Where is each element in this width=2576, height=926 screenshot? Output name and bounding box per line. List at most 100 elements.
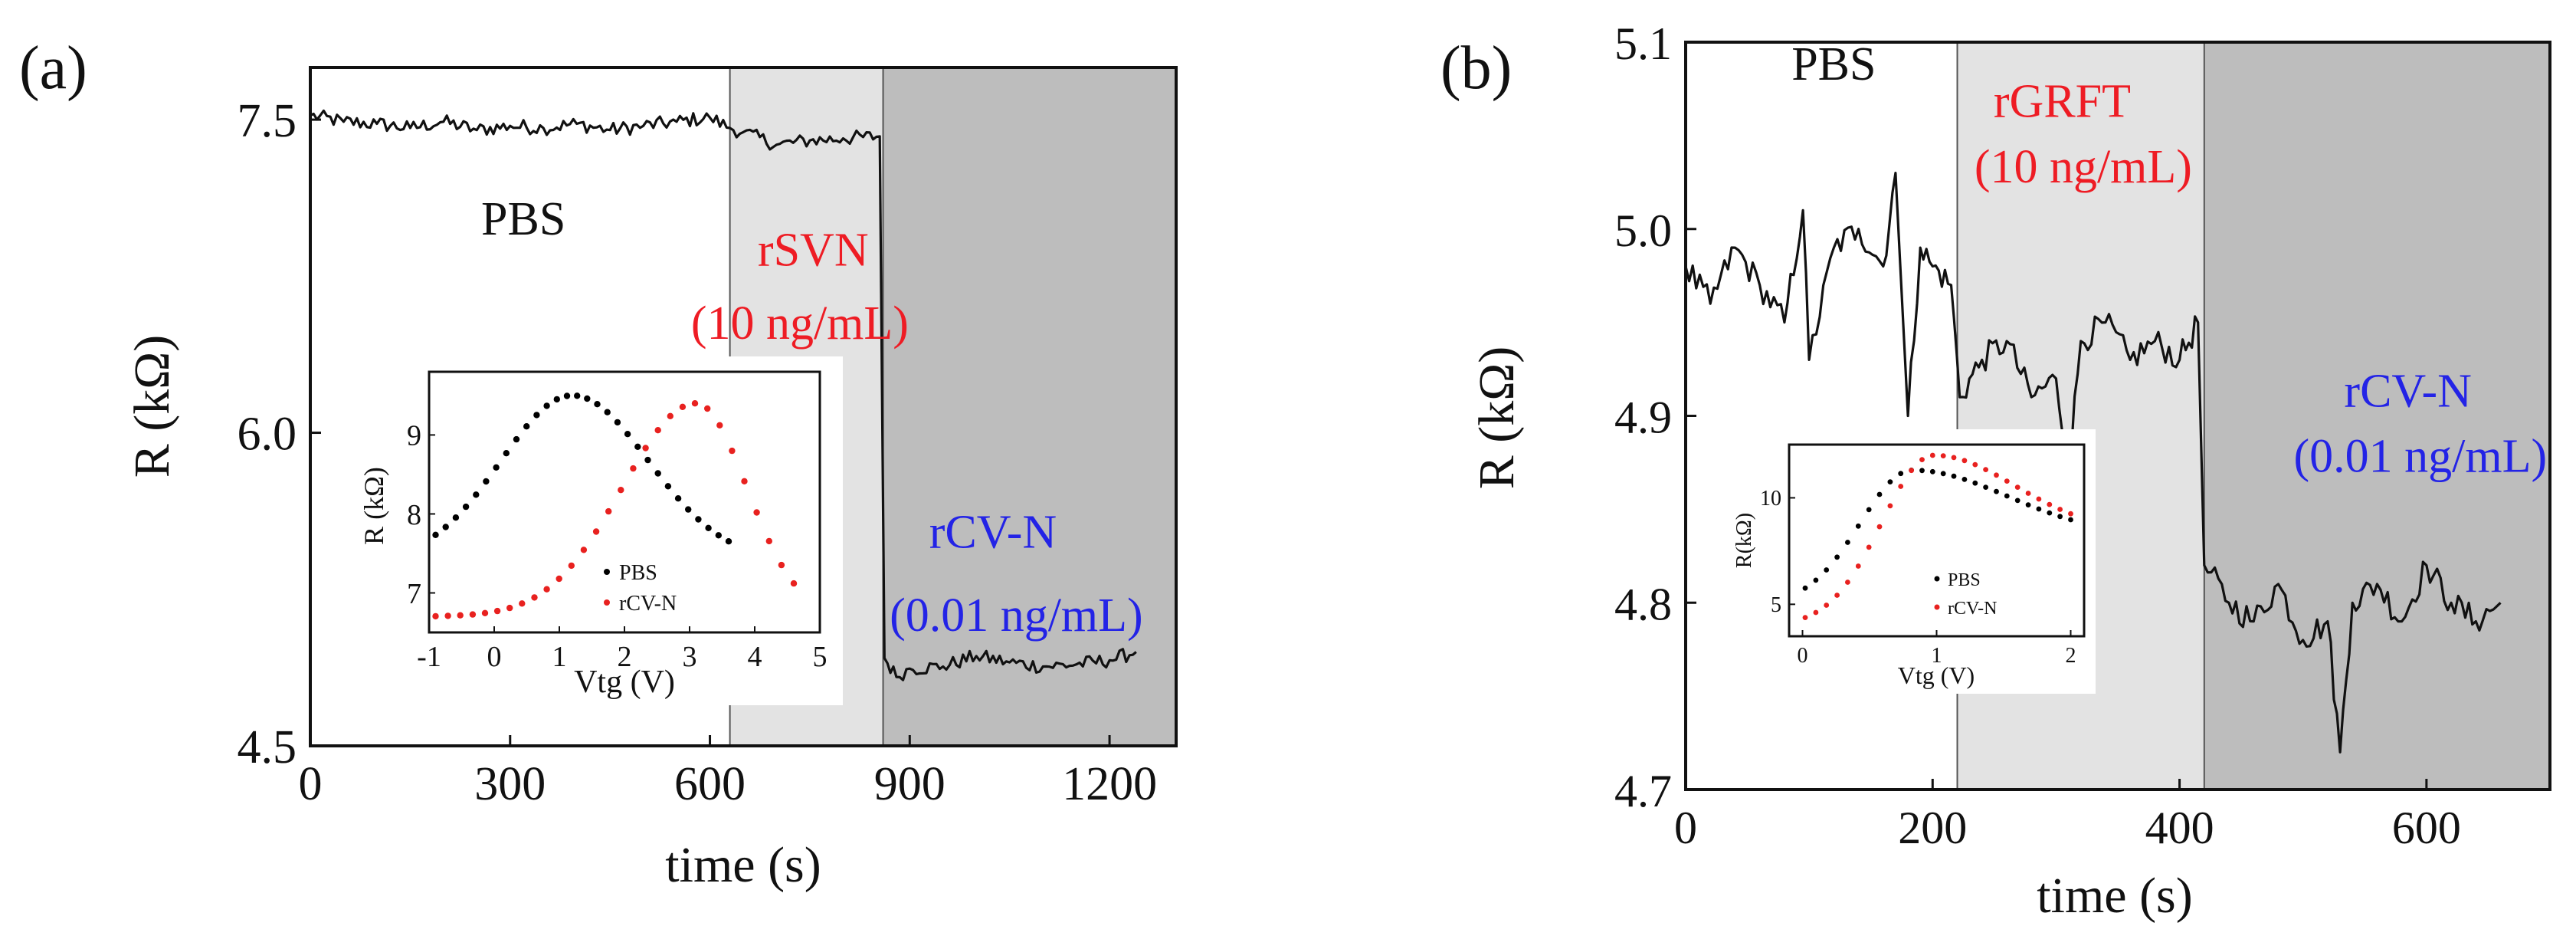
panel-b-inset-point-pbs	[1834, 554, 1840, 560]
panel-b-inset-point-pbs	[2004, 493, 2010, 499]
panel-a-inset-points	[432, 392, 798, 620]
panel-b-annotations: PBS rGRFT (10 ng/mL) rCV-N (0.01 ng/mL)	[1791, 38, 2547, 483]
panel-b-inset-y-label: R(kΩ)	[1732, 513, 1756, 568]
panel-a-trace-line	[310, 109, 1137, 681]
panel-a-inset-point-rcv-n	[642, 445, 649, 452]
panel-a-inset-point-rcv-n	[493, 607, 501, 615]
panel-b-inset-point-rcv-n	[1919, 457, 1925, 462]
panel-b-inset-point-pbs	[1876, 491, 1883, 497]
panel-b-x-tick-label: 0	[1674, 803, 1697, 853]
panel-a-inset-point-pbs	[523, 423, 530, 430]
panel-b-inset-point-rcv-n	[1898, 484, 1904, 489]
panel-a-inset-point-rcv-n	[778, 561, 785, 569]
panel-b-inset: 0 1 2 5 10 Vtg (V) R(kΩ) PBS rCV-N	[1720, 429, 2096, 694]
panel-a-inset-point-pbs	[674, 495, 682, 502]
panel-a-inset-point-pbs	[624, 431, 631, 438]
panel-b-annotation: (10 ng/mL)	[1975, 141, 2192, 193]
panel-a-inset-point-rcv-n	[691, 400, 699, 407]
panel-a-inset-point-rcv-n	[729, 447, 736, 455]
panel-b-inset-point-rcv-n	[1961, 458, 1968, 464]
panel-a-inset-point-pbs	[432, 531, 439, 538]
panel-b-inset-point-pbs	[1929, 468, 1935, 474]
panel-b-x-tick-label: 400	[2145, 803, 2214, 853]
panel-a-inset-background	[322, 356, 843, 705]
panel-a-annotations: PBS rSVN (10 ng/mL) rCV-N (0.01 ng/mL)	[481, 193, 1143, 642]
panel-b-y-ticks: 4.7 4.8 4.9 5.0 5.1	[1614, 18, 1696, 816]
panel-a-inset-x-tick-label: -1	[417, 641, 441, 673]
panel-a-inset-x-tick-label: 3	[683, 641, 697, 673]
panel-b-inset-point-rcv-n	[1824, 603, 1830, 608]
panel-a-inset-point-pbs	[594, 401, 601, 408]
panel-b-inset-background	[1720, 429, 2096, 694]
panel-b-inset-legend: PBS rCV-N	[1934, 570, 1997, 619]
panel-b-inset-point-pbs	[1972, 480, 1978, 486]
panel-a-inset-point-rcv-n	[481, 609, 489, 616]
panel-b-y-axis-label: R (kΩ)	[1469, 346, 1525, 490]
panel-a-inset-x-tick-label: 4	[748, 641, 762, 673]
panel-b-trace-line	[1684, 172, 2502, 754]
panel-a-y-ticks: 4.5 6.0 7.5	[238, 95, 321, 773]
panel-b-y-tick-label: 4.7	[1614, 766, 1672, 816]
panel-a-inset-point-rcv-n	[568, 562, 575, 570]
panel-a-inset-point-pbs	[614, 419, 621, 426]
panel-a-inset-point-pbs	[493, 464, 500, 471]
panel-a-inset-point-rcv-n	[543, 586, 550, 593]
panel-a-inset: -1 0 1 2 3 4 5 7 8 9 Vtg (V) R (kΩ) PBS rCV-N	[322, 356, 843, 705]
panel-a-inset-point-rcv-n	[741, 478, 748, 484]
panel-a-label: (a)	[19, 34, 87, 102]
panel-a-inset-point-rcv-n	[580, 547, 588, 553]
panel-b-inset-y-tick-label: 10	[1760, 487, 1781, 511]
panel-a-inset-point-pbs	[725, 538, 732, 545]
panel-b-inset-x-tick-label: 0	[1798, 644, 1808, 668]
panel-a-inset-point-pbs	[664, 483, 672, 490]
panel-a-inset-x-ticks: -1 0 1 2 3 4 5	[417, 626, 828, 673]
panel-b-inset-point-rcv-n	[1845, 580, 1850, 585]
panel-b-inset-point-pbs	[2068, 517, 2073, 523]
panel-b-inset-point-rcv-n	[1876, 524, 1883, 530]
panel-b-inset-point-pbs	[1940, 471, 1946, 477]
panel-a-inset-point-pbs	[644, 456, 651, 464]
panel-a-x-axis-label: time (s)	[665, 837, 821, 893]
panel-b-inset-point-rcv-n	[1994, 472, 1999, 478]
panel-a-inset-point-rcv-n	[469, 611, 477, 618]
panel-a-inset-point-rcv-n	[531, 594, 538, 601]
panel-a-inset-point-pbs	[452, 514, 460, 521]
panel-b-inset-point-rcv-n	[1866, 544, 1872, 550]
panel-b-inset-point-pbs	[1951, 473, 1957, 479]
panel-a-inset-legend-marker-pbs	[604, 569, 610, 575]
panel-b-inset-point-rcv-n	[1951, 455, 1957, 461]
panel-b-inset-point-pbs	[1898, 471, 1904, 477]
panel-a-annotation: (0.01 ng/mL)	[890, 589, 1143, 642]
panel-a-inset-y-label: R (kΩ)	[359, 467, 389, 545]
panel-a-annotation: rCV-N	[929, 506, 1057, 558]
panel-a-plot-frame	[309, 66, 1178, 747]
panel-a-inset-point-pbs	[654, 470, 661, 477]
panel-b-inset-point-pbs	[1855, 523, 1861, 529]
panel-a-inset-point-rcv-n	[790, 580, 798, 587]
panel-a-inset-point-pbs	[685, 506, 692, 513]
panel-b-inset-point-pbs	[1887, 479, 1893, 484]
panel-b-y-tick-label: 5.1	[1614, 18, 1672, 69]
panel-b-inset-point-rcv-n	[2068, 511, 2073, 517]
panel-b-inset-point-rcv-n	[1929, 452, 1935, 458]
panel-b: (b) 0 200 400 600 4.7 4.8 4.9 5.0 5.1 PBS rGRFT (…	[1440, 18, 2551, 924]
panel-b-annotation: rGRFT	[1994, 76, 2131, 128]
panel-b-inset-point-rcv-n	[1887, 503, 1893, 509]
panel-b-y-tick-label: 5.0	[1614, 205, 1672, 256]
panel-a-inset-point-rcv-n	[753, 509, 760, 516]
panel-b-inset-point-pbs	[1813, 577, 1819, 583]
panel-b-region-rcv-n	[2204, 42, 2550, 790]
panel-a-inset-point-rcv-n	[630, 465, 637, 472]
panel-b-inset-point-pbs	[2036, 506, 2042, 512]
panel-a-x-tick-label: 1200	[1062, 758, 1157, 810]
panel-a-inset-point-pbs	[473, 491, 480, 498]
panel-a-region-rcv-n	[883, 67, 1176, 746]
panel-a-inset-point-rcv-n	[432, 612, 439, 620]
panel-b-inset-point-rcv-n	[2047, 501, 2053, 507]
panel-a-inset-legend-pbs: PBS	[619, 561, 657, 585]
panel-a-inset-x-label: Vtg (V)	[574, 665, 675, 700]
panel-b-y-tick-label: 4.9	[1614, 392, 1672, 443]
panel-b-inset-y-ticks: 5 10	[1760, 487, 1795, 617]
panel-b-inset-point-pbs	[2025, 502, 2031, 507]
panel-a-inset-y-ticks: 7 8 9	[407, 420, 435, 610]
